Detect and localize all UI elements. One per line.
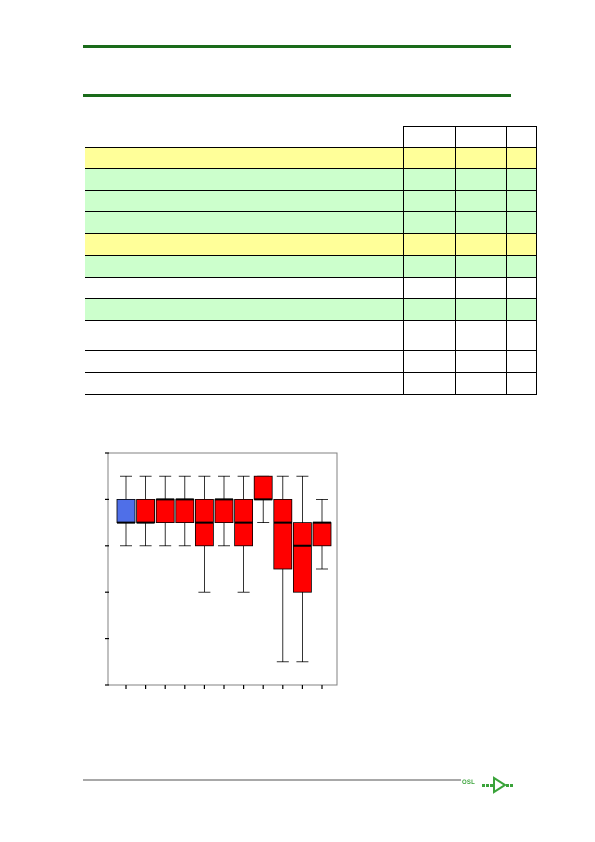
table-cell	[455, 372, 507, 395]
header-rule-top	[83, 45, 511, 48]
table-cell	[506, 320, 537, 351]
box	[292, 522, 312, 593]
box	[175, 498, 195, 523]
box	[214, 498, 234, 523]
table-cell	[506, 372, 537, 395]
box	[116, 498, 136, 523]
box	[136, 498, 156, 523]
header-rule-bottom	[83, 94, 511, 97]
table-cell	[403, 372, 456, 395]
table-cell	[85, 372, 404, 395]
box	[155, 498, 175, 523]
footer-rule	[83, 779, 461, 781]
logo-text: OSL	[462, 780, 475, 786]
osl-logo: OSL	[462, 776, 514, 794]
table-cell	[403, 320, 456, 351]
box	[312, 522, 332, 547]
box	[273, 498, 293, 570]
box	[253, 475, 273, 500]
